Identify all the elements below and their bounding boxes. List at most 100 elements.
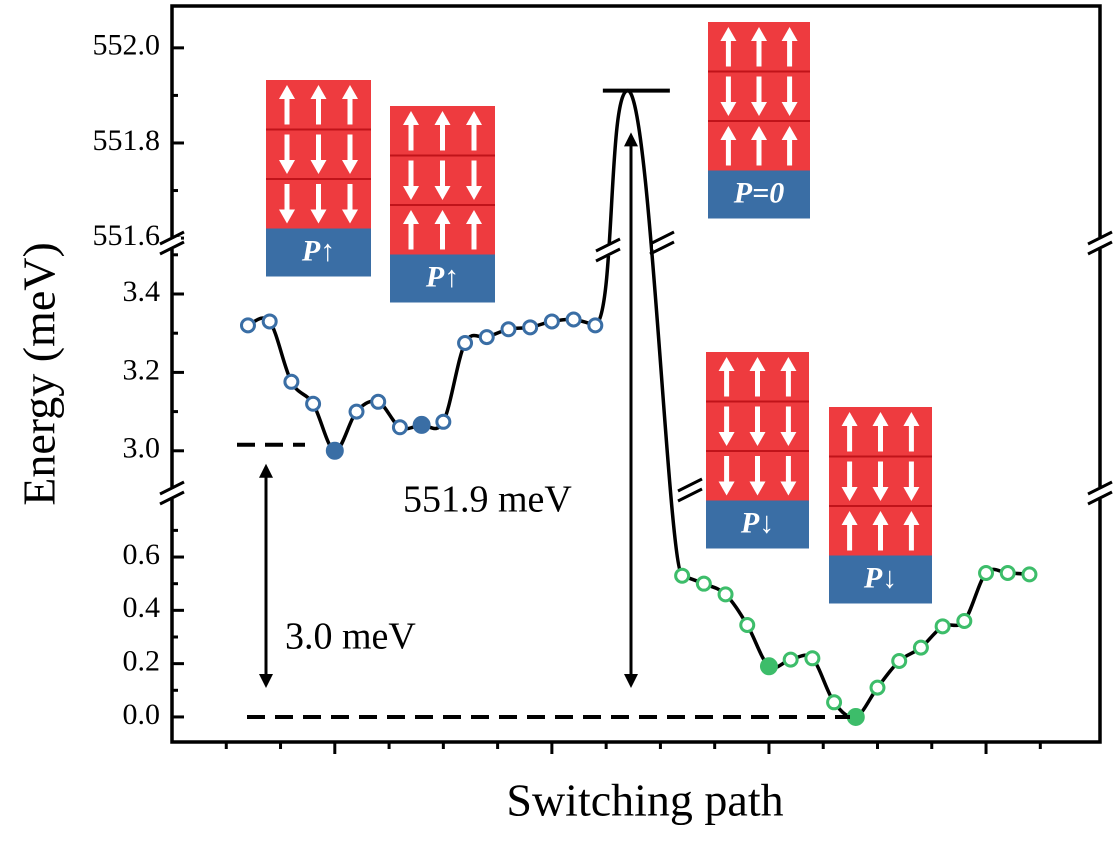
data-point	[717, 586, 734, 603]
dipole-head	[749, 357, 766, 371]
dipole-head	[749, 432, 766, 446]
dipole-head	[751, 102, 767, 116]
dipole-head	[342, 160, 358, 174]
y-tick-label: 552.0	[93, 29, 161, 62]
break-slash	[159, 490, 185, 506]
annotation: 551.9 meV	[403, 479, 572, 521]
data-point	[543, 313, 560, 330]
break-slash	[677, 477, 703, 493]
dipole-head	[780, 357, 797, 371]
data-point	[412, 415, 431, 434]
break-slash	[1087, 240, 1113, 256]
arrow-head	[259, 463, 273, 478]
annotation: 3.0 meV	[285, 616, 416, 658]
dipole-head	[434, 210, 451, 224]
dipole-head	[434, 186, 451, 200]
data-point	[695, 575, 712, 592]
dipole-head	[310, 209, 327, 224]
y-tick-label: 0.2	[123, 645, 161, 678]
dipole-head	[434, 111, 451, 125]
dipole-head	[342, 85, 358, 99]
data-point	[826, 694, 843, 711]
dipole-head	[342, 209, 358, 224]
dipole-head	[903, 511, 920, 525]
data-point	[846, 707, 865, 726]
y-tick-label: 551.6	[93, 219, 161, 252]
plot-frame	[170, 4, 1102, 744]
data-point	[370, 393, 387, 410]
dipole-head	[781, 27, 798, 41]
dipole-head	[310, 160, 327, 174]
data-point	[565, 311, 582, 328]
dipole-head	[781, 126, 798, 140]
data-point	[912, 639, 929, 656]
polarization-label: P↑	[301, 234, 335, 267]
data-point	[674, 567, 691, 584]
break-slash	[1087, 230, 1113, 246]
dipole-head	[466, 210, 482, 224]
break-slash	[1087, 480, 1113, 496]
data-point	[782, 651, 799, 668]
break-slash	[677, 487, 703, 503]
data-point	[435, 413, 452, 430]
data-point	[804, 650, 821, 667]
data-point	[457, 335, 474, 351]
dipole-head	[466, 186, 482, 200]
dipole-head	[279, 85, 295, 99]
axis-break	[595, 237, 621, 263]
dipole-head	[841, 412, 858, 426]
dipole-head	[720, 126, 737, 140]
polarization-box	[829, 555, 932, 604]
dipole-head	[872, 487, 889, 501]
axis-break	[1087, 230, 1113, 256]
data-point	[956, 612, 973, 629]
dipole-head	[780, 432, 797, 446]
structure-inset: P↓	[829, 407, 932, 604]
axis-break	[1087, 480, 1113, 506]
data-point	[348, 403, 365, 420]
data-point	[934, 618, 951, 635]
dipole-head	[903, 487, 920, 501]
y-tick-label: 3.2	[123, 353, 161, 386]
data-point	[325, 441, 344, 460]
x-axis-title: Switching path	[506, 775, 783, 826]
dipole-head	[718, 481, 735, 496]
dipole-head	[720, 102, 737, 116]
data-point	[1021, 566, 1038, 583]
polarization-label: P=0	[733, 176, 784, 209]
structure-inset: P↑	[266, 80, 371, 277]
data-point	[587, 317, 604, 334]
y-tick-label: 3.4	[123, 275, 161, 308]
dipole-head	[718, 432, 735, 446]
break-slash	[1087, 490, 1113, 506]
y-tick-label: 0.4	[123, 591, 161, 624]
barrier-curve	[594, 88, 684, 578]
data-point	[478, 329, 495, 346]
dipole-head	[279, 160, 295, 174]
data-point	[239, 317, 256, 334]
polarization-label: P↓	[863, 561, 897, 594]
polarization-box	[708, 170, 810, 219]
break-slash	[595, 247, 621, 263]
arrow-head	[624, 673, 638, 688]
data-point	[999, 565, 1016, 582]
dipole-head	[749, 481, 766, 496]
data-point	[500, 321, 517, 338]
y-tick-label: 3.0	[123, 432, 161, 465]
arrow-head	[259, 673, 273, 688]
dipole-head	[403, 111, 419, 125]
data-point	[739, 616, 756, 633]
y-tick-label: 0.0	[123, 698, 161, 731]
axis-break	[159, 480, 185, 506]
polarization-label: P↓	[740, 506, 774, 539]
dipole-head	[780, 481, 797, 496]
data-point	[891, 652, 908, 669]
break-slash	[595, 237, 621, 253]
break-slash	[649, 230, 675, 246]
axis-break	[649, 230, 675, 256]
dipole-head	[872, 511, 889, 525]
dipole-head	[466, 111, 482, 125]
break-slash	[159, 480, 185, 496]
y-axis-title: Energy (meV)	[14, 242, 65, 506]
dipole-head	[872, 412, 889, 426]
